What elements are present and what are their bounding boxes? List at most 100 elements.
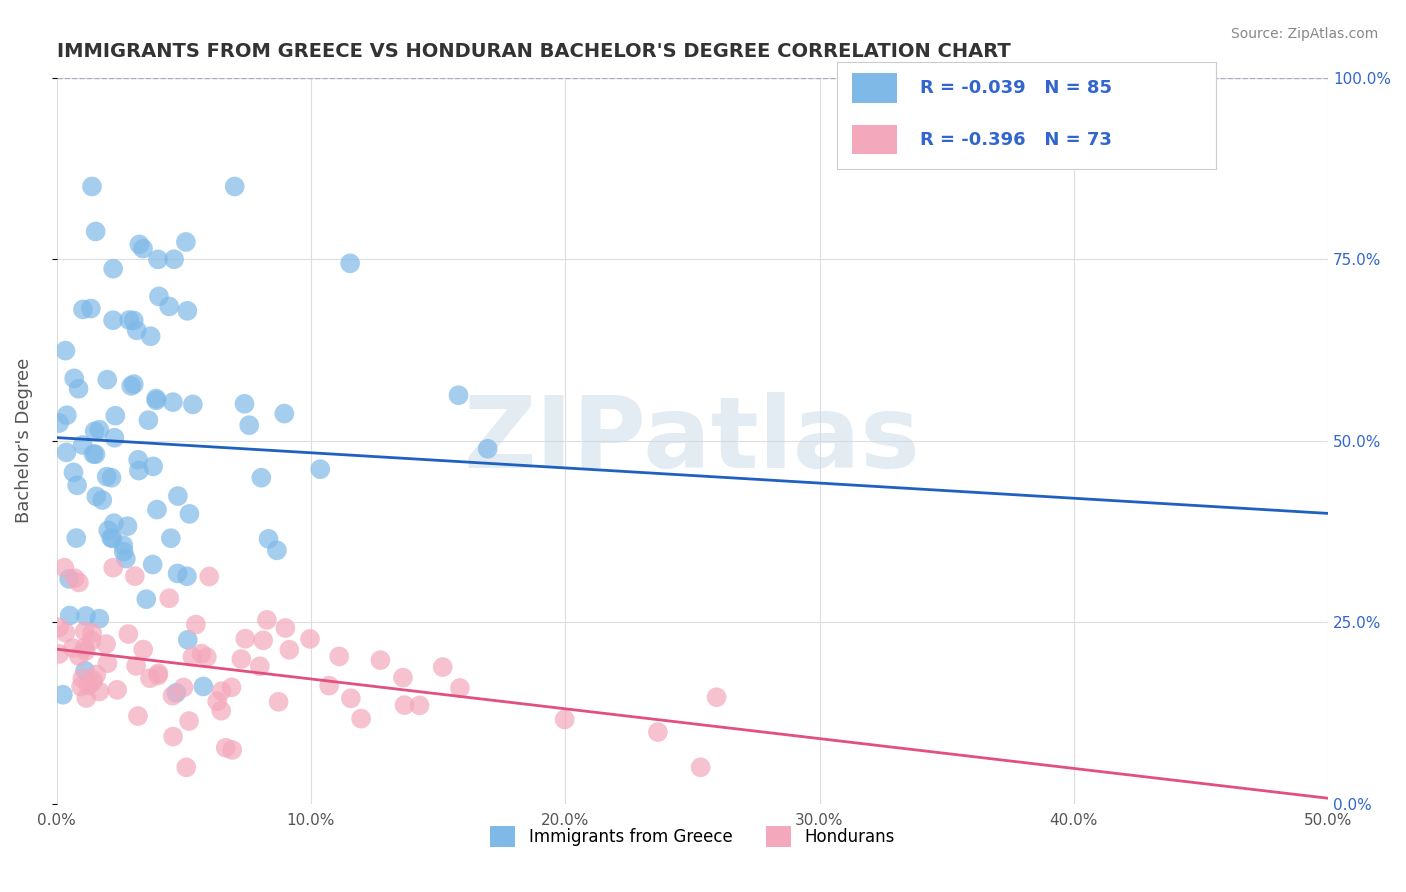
Point <box>256 613 278 627</box>
Point <box>190 647 212 661</box>
Point <box>148 666 170 681</box>
Point <box>138 413 160 427</box>
Point <box>103 516 125 531</box>
Point <box>55 343 77 358</box>
Point <box>66 478 89 492</box>
Point <box>120 379 142 393</box>
Point <box>139 329 162 343</box>
Point <box>176 303 198 318</box>
Point <box>91 493 114 508</box>
Point <box>209 704 232 718</box>
Point <box>231 652 253 666</box>
Point <box>309 462 332 476</box>
Point <box>97 524 120 538</box>
Point <box>432 660 454 674</box>
Point <box>163 252 186 267</box>
Point <box>56 408 79 422</box>
Point <box>52 688 75 702</box>
Point <box>125 659 148 673</box>
Point <box>167 489 190 503</box>
Point <box>145 392 167 406</box>
Point <box>67 575 90 590</box>
Point <box>63 371 86 385</box>
Point <box>162 730 184 744</box>
Point <box>176 569 198 583</box>
Point <box>59 608 82 623</box>
Point <box>67 649 90 664</box>
Point <box>100 471 122 485</box>
Point <box>63 571 86 585</box>
Point <box>94 637 117 651</box>
Point <box>89 612 111 626</box>
Point <box>221 681 243 695</box>
Point <box>278 642 301 657</box>
Point <box>73 664 96 678</box>
Point <box>370 653 392 667</box>
Point <box>75 690 97 705</box>
Point <box>146 252 169 267</box>
Point <box>148 289 170 303</box>
Point <box>124 569 146 583</box>
Point <box>173 681 195 695</box>
Point <box>211 684 233 698</box>
Point <box>100 531 122 545</box>
Point <box>77 678 100 692</box>
Point <box>101 313 124 327</box>
Point <box>105 682 128 697</box>
Text: R = -0.039   N = 85: R = -0.039 N = 85 <box>920 79 1112 97</box>
Point <box>146 502 169 516</box>
Point <box>72 302 94 317</box>
Point <box>48 647 70 661</box>
Point <box>394 698 416 712</box>
Point <box>48 620 70 634</box>
Point <box>96 469 118 483</box>
Point <box>181 397 204 411</box>
Point <box>318 679 340 693</box>
Point <box>224 179 246 194</box>
Point <box>157 300 180 314</box>
Point <box>238 418 260 433</box>
Point <box>298 632 321 646</box>
Point <box>127 709 149 723</box>
Point <box>84 224 107 238</box>
Point <box>408 698 430 713</box>
Point <box>139 671 162 685</box>
Point <box>55 445 77 459</box>
Point <box>257 532 280 546</box>
Point <box>96 373 118 387</box>
Point <box>195 650 218 665</box>
Point <box>233 397 256 411</box>
Point <box>267 695 290 709</box>
Point <box>117 627 139 641</box>
Point <box>103 560 125 574</box>
Point <box>101 261 124 276</box>
Point <box>86 667 108 681</box>
Point <box>249 659 271 673</box>
Point <box>274 621 297 635</box>
Point <box>53 560 76 574</box>
Point <box>215 740 238 755</box>
Point <box>162 395 184 409</box>
Point <box>339 256 361 270</box>
Point <box>449 681 471 695</box>
Point <box>83 425 105 439</box>
Point <box>157 591 180 606</box>
Point <box>181 649 204 664</box>
Point <box>82 626 104 640</box>
Point <box>62 641 84 656</box>
Point <box>73 624 96 639</box>
Point <box>184 617 207 632</box>
Point <box>122 313 145 327</box>
Point <box>127 452 149 467</box>
Point <box>250 471 273 485</box>
Point <box>647 725 669 739</box>
Point <box>125 323 148 337</box>
Point <box>689 760 711 774</box>
Point <box>174 760 197 774</box>
Point <box>447 388 470 402</box>
Point <box>135 592 157 607</box>
Point <box>80 633 103 648</box>
Point <box>477 442 499 456</box>
Text: R = -0.396   N = 73: R = -0.396 N = 73 <box>920 130 1112 148</box>
Point <box>160 531 183 545</box>
